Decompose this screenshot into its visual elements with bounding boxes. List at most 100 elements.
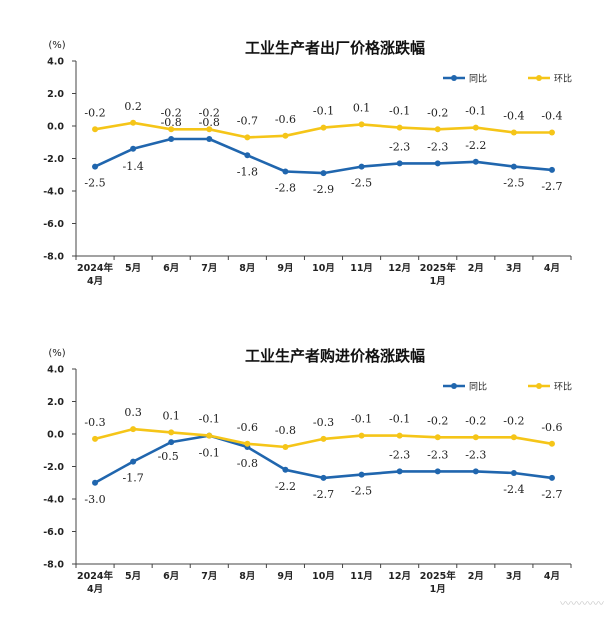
- data-label: -2.4: [503, 483, 524, 496]
- data-label: -0.1: [199, 447, 220, 460]
- data-label: -0.7: [237, 114, 258, 127]
- y-tick-label: -4.0: [43, 187, 64, 198]
- data-label: -0.6: [237, 421, 258, 434]
- data-point: [434, 126, 441, 133]
- data-label: -0.1: [313, 105, 334, 118]
- data-point: [320, 435, 327, 442]
- data-point: [244, 440, 251, 447]
- watermark: 〰〰〰〰: [560, 597, 604, 610]
- x-tick-label: 2024年: [77, 570, 113, 582]
- data-label: -0.3: [84, 416, 105, 429]
- data-point: [92, 126, 99, 133]
- data-point: [130, 145, 137, 152]
- data-label: -2.5: [351, 485, 372, 498]
- data-point: [396, 432, 403, 439]
- data-label: -2.3: [427, 448, 448, 461]
- data-point: [472, 158, 479, 165]
- y-tick-label: -2.0: [43, 462, 64, 473]
- data-label: -0.6: [275, 113, 296, 126]
- x-tick-label: 4月: [544, 263, 560, 274]
- input-price-chart: 工业生产者购进价格涨跌幅 (%) 4.0 2.0 0.0 -2.0 -4.0 -6.0 -8.0…: [43, 347, 572, 595]
- legend-label: 同比: [469, 73, 487, 85]
- x-tick-label: 7月: [201, 571, 217, 582]
- x-tick-label: 4月: [544, 571, 560, 582]
- data-label: -0.8: [161, 116, 182, 129]
- data-point: [396, 468, 403, 475]
- data-point: [282, 132, 289, 139]
- x-tick-label: 6月: [163, 263, 179, 274]
- data-point: [168, 439, 175, 446]
- x-tick-label: 1月: [430, 276, 446, 287]
- data-label: -0.6: [541, 421, 562, 434]
- data-label: -2.7: [313, 488, 334, 501]
- x-tick-label: 3月: [506, 263, 522, 274]
- legend-label: 同比: [469, 381, 487, 393]
- data-label: -0.2: [84, 106, 105, 119]
- data-point: [130, 458, 137, 465]
- data-label: -2.3: [389, 448, 410, 461]
- data-label: -2.5: [84, 177, 105, 190]
- y-tick-label: 4.0: [47, 57, 64, 68]
- x-tick-label: 1月: [430, 584, 446, 595]
- data-point: [434, 434, 441, 441]
- data-label: -2.9: [313, 183, 334, 196]
- data-point: [396, 124, 403, 131]
- y-tick-label: 4.0: [47, 365, 64, 376]
- data-label: -0.2: [427, 106, 448, 119]
- y-tick-label: 2.0: [47, 89, 64, 100]
- data-point: [206, 126, 213, 133]
- data-point: [282, 444, 289, 450]
- data-label: -2.5: [503, 177, 524, 190]
- data-label: -2.2: [465, 139, 486, 152]
- data-point: [358, 163, 365, 170]
- data-point: [168, 126, 175, 133]
- data-label: -0.2: [199, 106, 220, 119]
- data-label: -1.4: [123, 160, 144, 173]
- data-point: [92, 479, 99, 486]
- data-point: [548, 129, 555, 136]
- x-tick-label: 10月: [312, 263, 335, 274]
- data-label: -1.8: [237, 165, 258, 178]
- x-tick-label: 2024年: [77, 262, 113, 274]
- data-point: [320, 170, 327, 177]
- data-label: -0.8: [237, 457, 258, 470]
- data-point: [92, 163, 99, 170]
- data-point: [244, 152, 251, 159]
- x-tick-label: 11月: [350, 571, 373, 582]
- legend-label: 环比: [554, 73, 572, 85]
- data-point: [358, 121, 365, 128]
- data-label: -2.7: [541, 180, 562, 193]
- data-label: -0.1: [351, 413, 372, 426]
- data-point: [244, 134, 251, 141]
- x-tick-label: 11月: [350, 263, 373, 274]
- data-label: 0.2: [124, 100, 142, 113]
- data-point: [206, 136, 213, 142]
- x-tick-label: 4月: [87, 276, 103, 287]
- y-tick-label: 2.0: [47, 397, 64, 408]
- data-point: [510, 163, 517, 170]
- data-label: -0.4: [503, 110, 524, 123]
- legend-label: 环比: [554, 381, 572, 393]
- x-tick-label: 2025年: [420, 262, 456, 274]
- output-price-chart: 工业生产者出厂价格涨跌幅 (%) 4.0 2.0 0.0 -2.0 -4.0 -6.0 -8.0…: [43, 39, 572, 287]
- x-tick-label: 5月: [125, 263, 141, 274]
- legend-swatch-marker: [451, 75, 457, 81]
- data-label: -0.1: [465, 105, 486, 118]
- data-label: -0.4: [541, 110, 562, 123]
- data-point: [206, 432, 213, 439]
- data-label: -0.2: [161, 106, 182, 119]
- x-tick-label: 3月: [506, 571, 522, 582]
- data-point: [92, 435, 99, 442]
- x-tick-label: 9月: [277, 263, 293, 274]
- data-point: [434, 160, 441, 167]
- data-point: [130, 119, 137, 126]
- x-tick-label: 8月: [239, 263, 255, 274]
- y-tick-label: -8.0: [43, 560, 64, 571]
- y-unit-label: (%): [48, 40, 65, 51]
- data-label: -0.3: [313, 416, 334, 429]
- data-point: [472, 468, 479, 475]
- chart-title: 工业生产者购进价格涨跌幅: [245, 347, 425, 365]
- data-point: [396, 160, 403, 167]
- y-tick-label: -4.0: [43, 495, 64, 506]
- data-point: [472, 434, 479, 441]
